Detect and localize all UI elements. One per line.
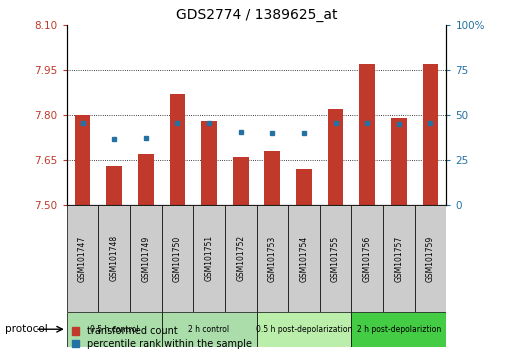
Text: 0.5 h control: 0.5 h control xyxy=(90,325,139,334)
Text: GSM101748: GSM101748 xyxy=(110,235,119,281)
Legend: transformed count, percentile rank within the sample: transformed count, percentile rank withi… xyxy=(71,326,252,349)
Text: GSM101754: GSM101754 xyxy=(300,235,308,281)
Title: GDS2774 / 1389625_at: GDS2774 / 1389625_at xyxy=(176,8,337,22)
Text: GSM101747: GSM101747 xyxy=(78,235,87,281)
Bar xyxy=(256,312,351,347)
Bar xyxy=(130,205,162,312)
Bar xyxy=(225,205,256,312)
Bar xyxy=(74,115,90,205)
Bar xyxy=(351,205,383,312)
Bar xyxy=(256,205,288,312)
Text: 2 h post-depolariztion: 2 h post-depolariztion xyxy=(357,325,441,334)
Bar xyxy=(391,118,407,205)
Text: GSM101749: GSM101749 xyxy=(141,235,150,281)
Bar xyxy=(359,64,375,205)
Bar xyxy=(67,205,98,312)
Text: 0.5 h post-depolarization: 0.5 h post-depolarization xyxy=(256,325,352,334)
Bar xyxy=(162,205,193,312)
Text: GSM101753: GSM101753 xyxy=(268,235,277,281)
Bar xyxy=(351,312,446,347)
Text: GSM101751: GSM101751 xyxy=(205,235,213,281)
Bar xyxy=(162,312,256,347)
Bar xyxy=(106,166,122,205)
Bar xyxy=(98,205,130,312)
Text: GSM101756: GSM101756 xyxy=(363,235,372,281)
Bar xyxy=(201,121,217,205)
Bar xyxy=(296,169,312,205)
Text: protocol: protocol xyxy=(5,324,48,334)
Text: GSM101750: GSM101750 xyxy=(173,235,182,281)
Bar xyxy=(423,64,439,205)
Bar xyxy=(415,205,446,312)
Bar xyxy=(288,205,320,312)
Bar xyxy=(233,157,249,205)
Bar xyxy=(67,312,162,347)
Text: GSM101759: GSM101759 xyxy=(426,235,435,281)
Text: GSM101755: GSM101755 xyxy=(331,235,340,281)
Bar xyxy=(264,151,280,205)
Bar xyxy=(169,94,185,205)
Text: GSM101752: GSM101752 xyxy=(236,235,245,281)
Bar xyxy=(138,154,154,205)
Bar xyxy=(383,205,415,312)
Text: GSM101757: GSM101757 xyxy=(394,235,403,281)
Bar xyxy=(193,205,225,312)
Bar xyxy=(320,205,351,312)
Bar xyxy=(328,109,344,205)
Text: 2 h control: 2 h control xyxy=(188,325,230,334)
